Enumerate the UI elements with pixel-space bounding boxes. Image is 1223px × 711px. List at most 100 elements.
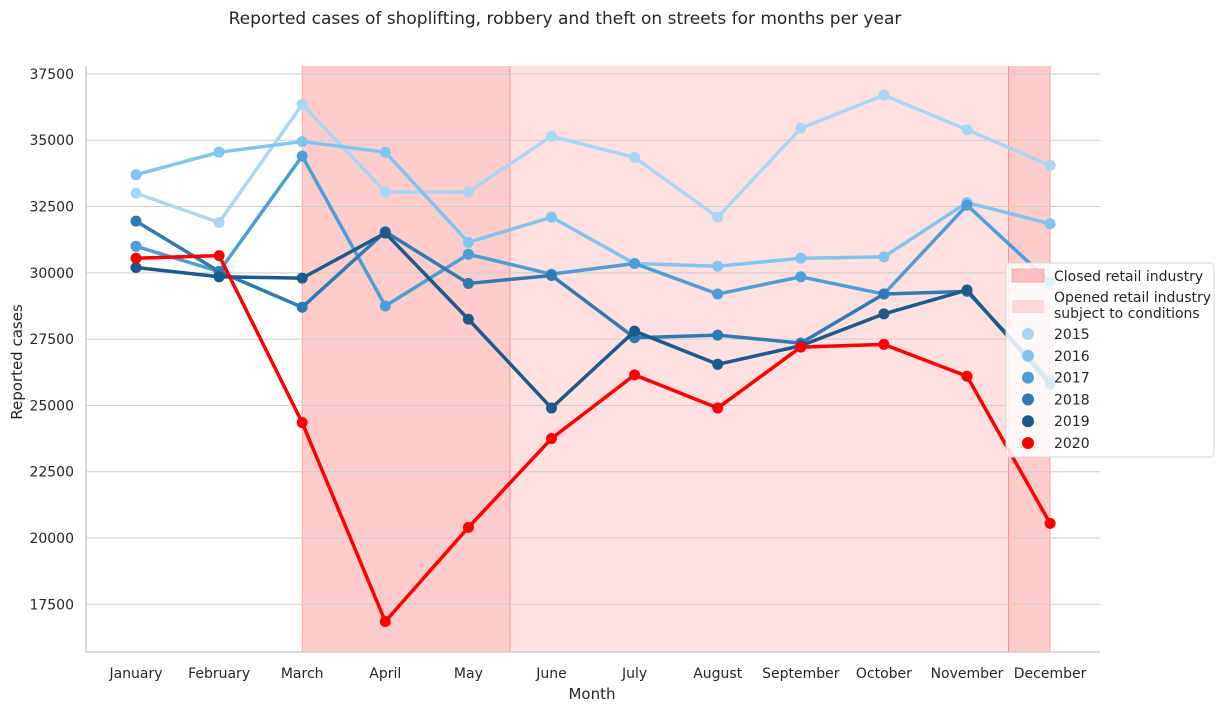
point-2020-may xyxy=(462,521,474,533)
shaded-bands xyxy=(301,66,1051,652)
x-tick-label-june: June xyxy=(535,666,567,682)
point-2017-september xyxy=(795,271,807,283)
series-2020 xyxy=(130,250,1056,628)
point-2020-september xyxy=(795,341,807,353)
x-tick-label-august: August xyxy=(693,666,743,682)
point-2017-april xyxy=(379,300,391,312)
point-2019-april xyxy=(379,227,391,239)
point-2020-july xyxy=(629,369,641,381)
x-tick-label-september: September xyxy=(762,666,840,682)
point-2015-january xyxy=(130,187,142,199)
point-2019-june xyxy=(546,402,557,414)
point-2019-january xyxy=(130,262,142,274)
y-tick-label-25000: 25000 xyxy=(29,398,74,414)
point-2016-january xyxy=(130,169,142,181)
point-2019-march xyxy=(296,272,308,284)
x-tick-labels: January February March April May June July Augu… xyxy=(108,666,1086,682)
point-2020-november xyxy=(961,370,973,382)
point-2016-september xyxy=(795,252,807,264)
point-2016-april xyxy=(379,146,391,158)
legend-marker-2019 xyxy=(1022,415,1034,428)
legend-marker-2017 xyxy=(1022,371,1034,384)
point-2016-october xyxy=(878,251,890,263)
y-tick-label-20000: 20000 xyxy=(29,531,74,547)
series-line-2019 xyxy=(134,231,1052,410)
point-2019-july xyxy=(629,325,641,337)
series-line-2015 xyxy=(134,93,1052,225)
point-2018-august xyxy=(712,329,724,341)
point-2016-may xyxy=(462,236,474,248)
point-2015-november xyxy=(961,124,973,136)
point-2016-august xyxy=(712,260,724,272)
series-line-2016 xyxy=(134,139,1052,268)
point-2020-june xyxy=(546,433,557,445)
point-2020-february xyxy=(213,250,225,262)
series-line-2017 xyxy=(134,154,1052,308)
point-2017-july xyxy=(629,258,641,270)
point-2015-may xyxy=(462,186,474,198)
series-line-2018 xyxy=(134,219,1052,382)
legend-label-2015: 2015 xyxy=(1054,327,1090,343)
point-2019-may xyxy=(462,313,474,325)
point-2020-march xyxy=(296,417,308,429)
legend: Closed retail industry Opened retail indu… xyxy=(1005,262,1215,458)
point-2016-december xyxy=(1044,218,1056,230)
x-tick-label-october: October xyxy=(856,666,912,682)
y-axis-label: Reported cases xyxy=(8,304,26,420)
point-2020-january xyxy=(130,252,142,264)
x-tick-label-november: November xyxy=(931,666,1004,682)
point-2015-september xyxy=(795,122,807,134)
point-2019-october xyxy=(878,308,890,320)
legend-swatch-opened xyxy=(1012,300,1044,313)
point-2015-march xyxy=(296,98,308,110)
point-2019-november xyxy=(961,284,973,296)
x-tick-label-april: April xyxy=(369,666,401,682)
legend-label-opened: Opened retail industry xyxy=(1054,290,1211,306)
band-1 xyxy=(509,66,1009,652)
legend-label-2019: 2019 xyxy=(1054,414,1090,430)
point-2020-october xyxy=(878,338,890,350)
y-tick-labels: 17500 20000 22500 25000 27500 30000 32500 35000… xyxy=(29,67,74,613)
point-2015-june xyxy=(546,130,557,142)
y-tick-label-22500: 22500 xyxy=(29,465,74,481)
legend-box xyxy=(1005,262,1215,458)
point-2018-may xyxy=(462,277,474,289)
y-tick-label-30000: 30000 xyxy=(29,266,74,282)
point-2017-may xyxy=(462,248,474,260)
x-tick-label-february: February xyxy=(188,666,250,682)
legend-marker-2020 xyxy=(1022,437,1034,449)
point-2015-april xyxy=(379,186,391,198)
point-2017-january xyxy=(130,240,142,252)
point-2015-july xyxy=(629,151,641,163)
x-tick-label-december: December xyxy=(1014,666,1087,682)
legend-label-2017: 2017 xyxy=(1054,371,1090,387)
x-tick-label-july: July xyxy=(621,666,647,682)
legend-swatch-closed xyxy=(1011,268,1045,283)
legend-marker-2016 xyxy=(1022,349,1034,362)
point-2019-august xyxy=(712,358,724,370)
legend-label-2018: 2018 xyxy=(1054,392,1090,408)
point-2016-march xyxy=(296,136,308,148)
y-tick-label-32500: 32500 xyxy=(29,200,74,216)
series-line-2020 xyxy=(134,253,1052,624)
y-tick-label-35000: 35000 xyxy=(29,133,74,149)
point-2017-august xyxy=(712,288,724,300)
legend-marker-2015 xyxy=(1022,328,1034,340)
point-2020-december xyxy=(1044,517,1056,529)
point-2017-march xyxy=(296,150,308,162)
x-tick-label-may: May xyxy=(454,666,483,682)
point-2018-march xyxy=(296,301,308,313)
point-2015-october xyxy=(878,89,890,101)
y-tick-label-17500: 17500 xyxy=(29,597,74,613)
series-lines xyxy=(130,89,1056,628)
point-2015-august xyxy=(712,211,724,223)
band-0 xyxy=(302,66,510,652)
point-2016-february xyxy=(213,146,225,158)
point-2015-december xyxy=(1044,159,1056,171)
series-2015 xyxy=(130,89,1056,228)
point-2015-february xyxy=(213,216,225,228)
axes xyxy=(85,66,1100,653)
point-2018-january xyxy=(130,215,142,227)
point-2018-june xyxy=(546,269,557,281)
